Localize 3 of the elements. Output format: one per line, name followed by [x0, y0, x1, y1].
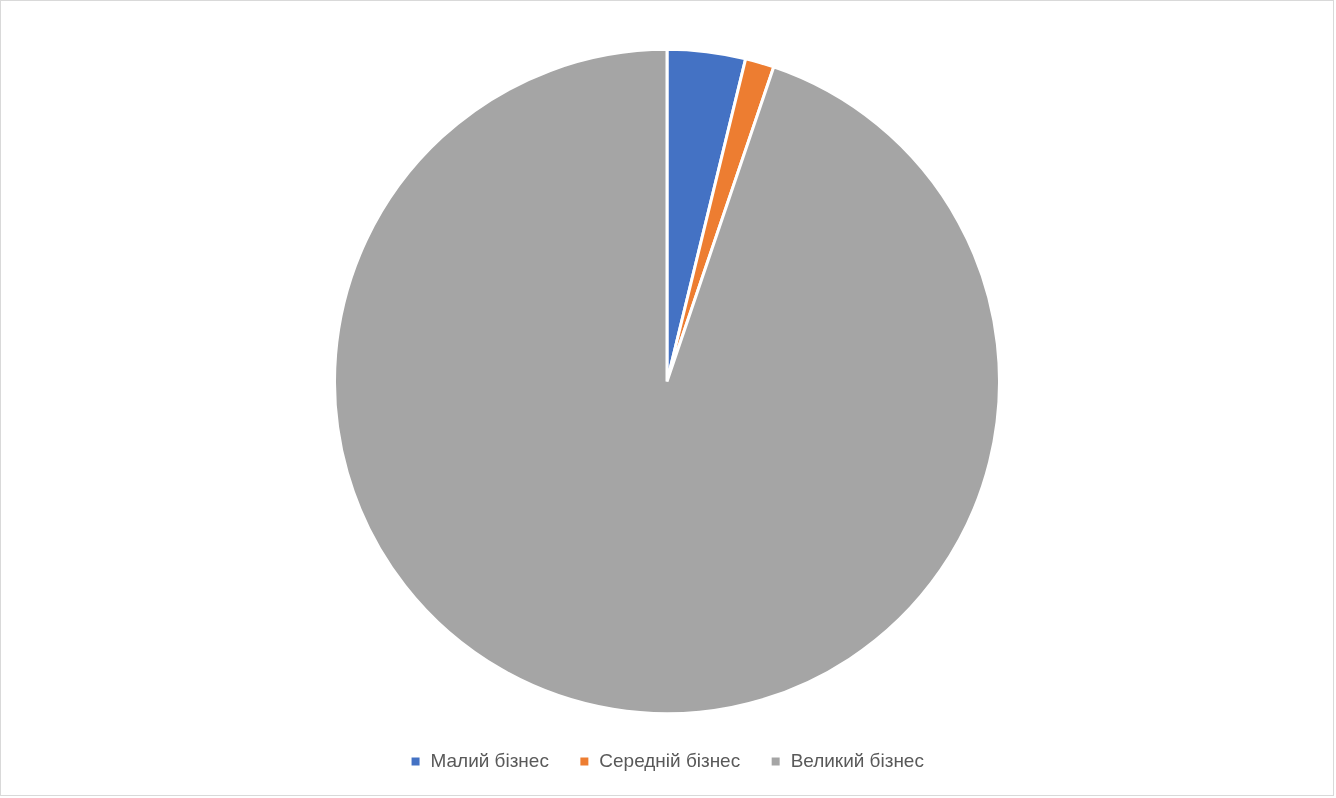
legend-label: Малий бізнес: [430, 749, 549, 771]
legend-label: Великий бізнес: [790, 749, 924, 771]
legend-label: Середній бізнес: [599, 749, 741, 771]
